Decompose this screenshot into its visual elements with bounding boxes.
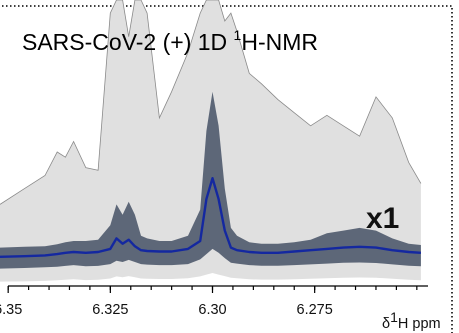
x-axis-label: δ1H ppm	[382, 309, 441, 332]
x-tick-label-0: 6.35	[0, 302, 22, 318]
x-tick-label-3: 6.275	[297, 302, 333, 318]
median-spectrum-line	[0, 177, 421, 258]
x-tick-label-2: 6.30	[198, 302, 226, 318]
x-tick-label-1: 6.325	[92, 302, 128, 318]
outer-range-upper-edge	[0, 0, 422, 205]
interquartile-band	[0, 91, 421, 269]
scale-factor-label: x1	[366, 202, 399, 235]
spectrum-plot-area	[0, 0, 422, 282]
x-axis-ticks: 6.35 6.325 6.30 6.275	[0, 286, 418, 318]
figure-frame	[0, 5, 453, 333]
chart-title: SARS-CoV-2 (+) 1D 1H-NMR	[22, 27, 318, 55]
